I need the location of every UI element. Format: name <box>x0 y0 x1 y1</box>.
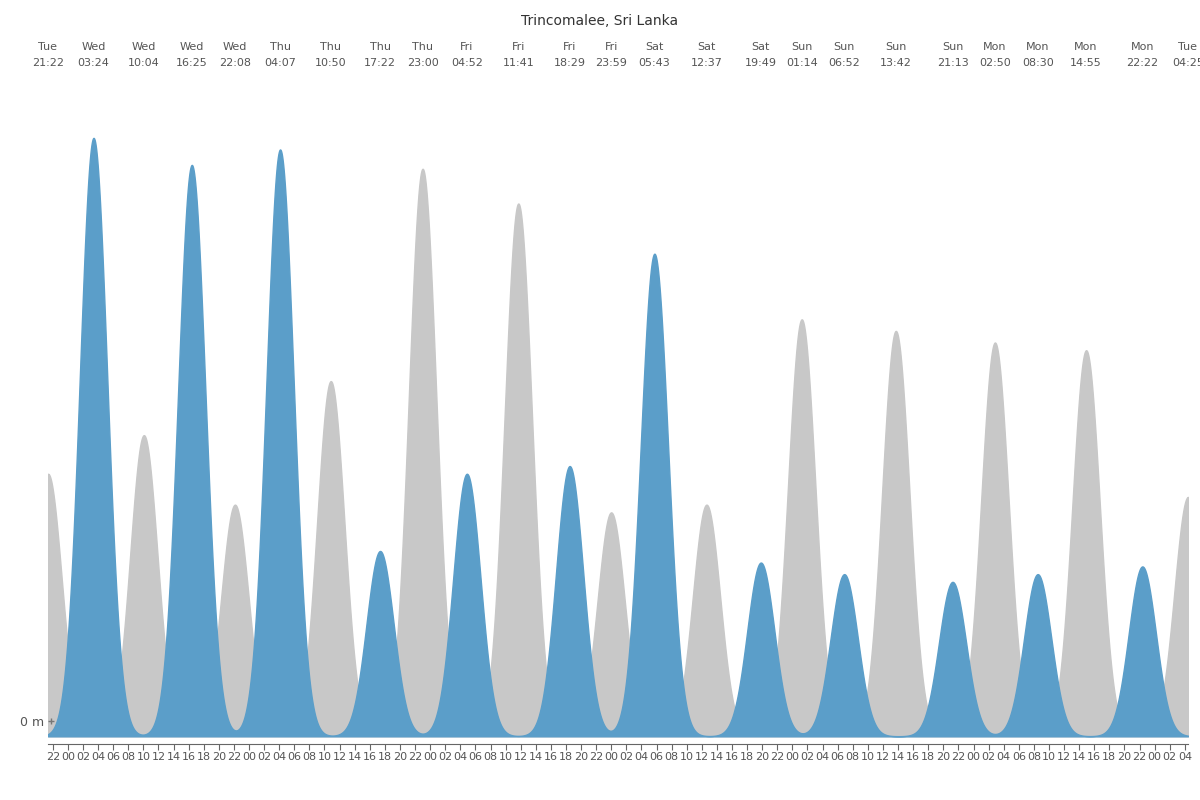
Text: Fri: Fri <box>563 42 576 52</box>
Text: Fri: Fri <box>460 42 474 52</box>
Text: 08:30: 08:30 <box>1022 58 1054 67</box>
Text: 23:00: 23:00 <box>407 58 438 67</box>
Text: 05:43: 05:43 <box>638 58 671 67</box>
Text: 17:22: 17:22 <box>364 58 396 67</box>
Text: Mon: Mon <box>1026 42 1050 52</box>
Text: 10:50: 10:50 <box>314 58 347 67</box>
Text: 13:42: 13:42 <box>880 58 912 67</box>
Text: Fri: Fri <box>511 42 526 52</box>
Text: 16:25: 16:25 <box>176 58 208 67</box>
Text: Sun: Sun <box>834 42 854 52</box>
Text: 0 m: 0 m <box>20 715 44 729</box>
Text: Thu: Thu <box>412 42 433 52</box>
Text: Tue: Tue <box>38 42 58 52</box>
Text: Mon: Mon <box>983 42 1007 52</box>
Text: 22:22: 22:22 <box>1127 58 1158 67</box>
Text: 01:14: 01:14 <box>786 58 817 67</box>
Text: Sat: Sat <box>751 42 770 52</box>
Text: 21:22: 21:22 <box>32 58 64 67</box>
Text: Trincomalee, Sri Lanka: Trincomalee, Sri Lanka <box>522 14 678 27</box>
Text: 21:13: 21:13 <box>937 58 968 67</box>
Text: 19:49: 19:49 <box>745 58 776 67</box>
Text: 02:50: 02:50 <box>979 58 1010 67</box>
Text: Sun: Sun <box>791 42 812 52</box>
Text: 04:25: 04:25 <box>1172 58 1200 67</box>
Text: Sun: Sun <box>886 42 906 52</box>
Text: 12:37: 12:37 <box>690 58 722 67</box>
Text: Fri: Fri <box>605 42 618 52</box>
Text: Thu: Thu <box>270 42 290 52</box>
Text: Wed: Wed <box>132 42 156 52</box>
Text: Wed: Wed <box>82 42 106 52</box>
Text: Tue: Tue <box>1178 42 1198 52</box>
Text: Mon: Mon <box>1130 42 1154 52</box>
Text: Sat: Sat <box>697 42 715 52</box>
Text: Mon: Mon <box>1074 42 1098 52</box>
Text: Wed: Wed <box>180 42 204 52</box>
Text: 11:41: 11:41 <box>503 58 534 67</box>
Text: 14:55: 14:55 <box>1070 58 1102 67</box>
Text: 18:29: 18:29 <box>553 58 586 67</box>
Text: 22:08: 22:08 <box>218 58 251 67</box>
Text: 23:59: 23:59 <box>595 58 628 67</box>
Text: 10:04: 10:04 <box>128 58 160 67</box>
Text: Thu: Thu <box>320 42 341 52</box>
Text: Sat: Sat <box>646 42 664 52</box>
Text: Wed: Wed <box>223 42 247 52</box>
Text: 04:07: 04:07 <box>264 58 296 67</box>
Text: 06:52: 06:52 <box>828 58 860 67</box>
Text: 04:52: 04:52 <box>451 58 482 67</box>
Text: Sun: Sun <box>942 42 964 52</box>
Text: 03:24: 03:24 <box>78 58 109 67</box>
Text: Thu: Thu <box>370 42 390 52</box>
